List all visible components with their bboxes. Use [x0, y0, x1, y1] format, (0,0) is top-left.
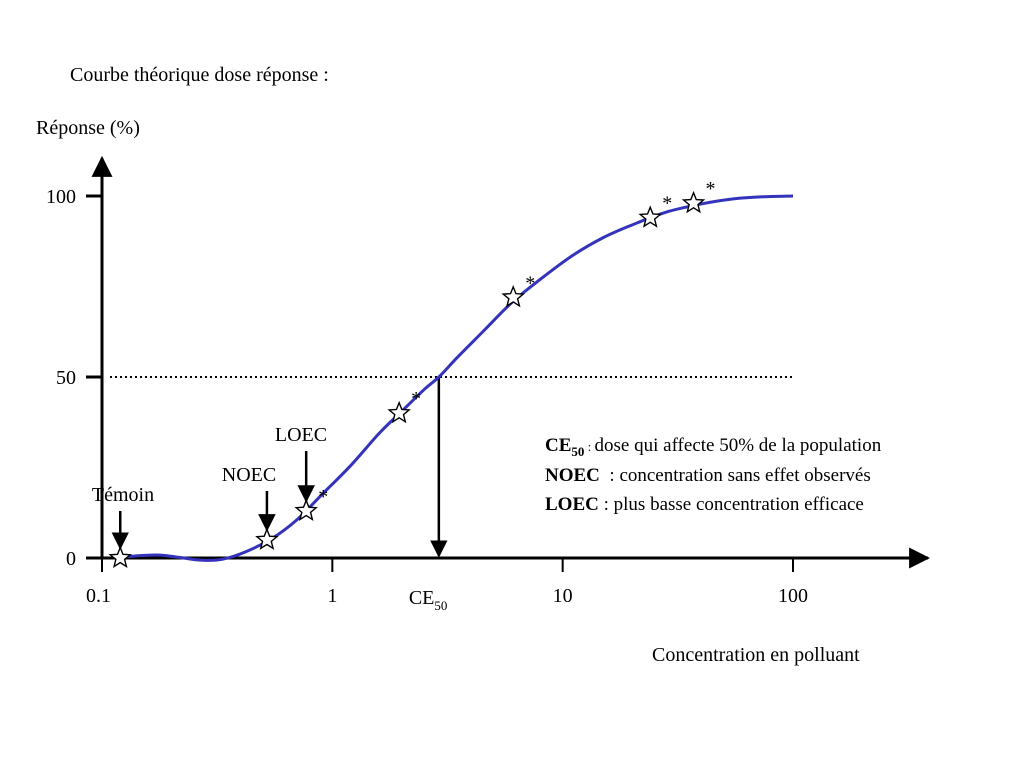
- legend: CE50 : dose qui affecte 50% de la popula…: [545, 435, 882, 515]
- data-point-star-icon: [638, 205, 663, 228]
- x-tick-label: 100: [778, 585, 808, 607]
- data-point-star-icon: [294, 498, 318, 521]
- data-point-star-icon: [501, 284, 526, 308]
- ec50-label: CE50: [409, 587, 448, 613]
- x-tick-label: 1: [327, 585, 337, 607]
- significance-marker: *: [706, 178, 716, 200]
- data-point-star-icon: [108, 545, 133, 569]
- legend-item-loec: LOEC : plus basse concentration efficace: [545, 494, 864, 515]
- data-point-star-icon: [387, 400, 411, 424]
- annotation-label: LOEC: [275, 424, 327, 446]
- page-title: Courbe théorique dose réponse :: [70, 64, 329, 86]
- legend-item-noec: NOEC : concentration sans effet observés: [545, 465, 871, 486]
- annotation-label: NOEC: [222, 464, 276, 486]
- x-tick-label: 0.1: [86, 585, 111, 607]
- y-tick-label: 50: [56, 367, 76, 389]
- y-axis-label: Réponse (%): [36, 117, 140, 139]
- y-tick-label: 100: [46, 186, 76, 208]
- x-tick-label: 10: [553, 585, 573, 607]
- significance-marker: *: [411, 388, 421, 410]
- x-axis-label: Concentration en polluant: [652, 644, 860, 666]
- significance-marker: *: [318, 486, 328, 508]
- y-tick-label: 0: [66, 548, 76, 570]
- legend-item-ce50: CE50 : dose qui affecte 50% de la popula…: [545, 435, 882, 459]
- annotation-label: Témoin: [92, 484, 154, 506]
- significance-marker: *: [662, 193, 672, 215]
- data-point-star-icon: [255, 527, 279, 550]
- significance-marker: *: [525, 272, 535, 294]
- data-point-star-icon: [681, 190, 706, 214]
